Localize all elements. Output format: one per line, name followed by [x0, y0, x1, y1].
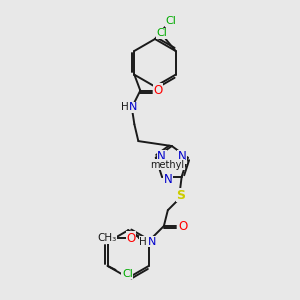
Text: N: N — [148, 237, 156, 247]
Text: CH₃: CH₃ — [98, 233, 117, 243]
Text: methyl: methyl — [150, 160, 184, 170]
Text: N: N — [129, 102, 138, 112]
Text: N: N — [164, 173, 172, 186]
Text: N: N — [178, 150, 186, 163]
Text: O: O — [126, 232, 136, 245]
Text: N: N — [157, 150, 166, 163]
Text: S: S — [176, 189, 185, 202]
Text: Cl: Cl — [122, 269, 133, 279]
Text: O: O — [178, 220, 187, 232]
Text: Cl: Cl — [156, 28, 167, 38]
Text: H: H — [121, 102, 128, 112]
Text: O: O — [154, 84, 163, 97]
Text: H: H — [139, 237, 147, 247]
Text: Cl: Cl — [165, 16, 176, 26]
